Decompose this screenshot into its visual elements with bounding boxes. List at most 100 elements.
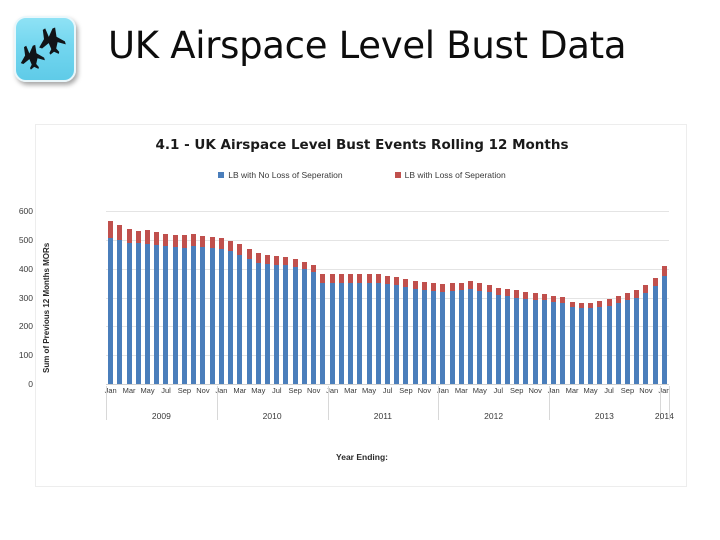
bar-column [117, 224, 123, 384]
bar-column [412, 281, 418, 384]
bar-segment-no-loss [366, 282, 372, 384]
bar-column [643, 285, 649, 384]
bar-segment-no-loss [348, 282, 354, 384]
legend-swatch-blue [218, 172, 225, 178]
bar-segment-loss [569, 301, 575, 307]
bar-column [348, 274, 354, 384]
x-axis-month-label: May [583, 386, 598, 395]
bar-segment-no-loss [431, 291, 437, 384]
y-axis-tick-label: 0 [28, 379, 33, 389]
bar-segment-loss [163, 233, 169, 247]
gridline [106, 211, 669, 212]
bar-segment-loss [532, 292, 538, 300]
bar-segment-no-loss [560, 302, 566, 384]
bar-column [403, 279, 409, 384]
bar-segment-no-loss [126, 242, 132, 384]
bar-column [551, 295, 557, 384]
x-axis-month-label: Nov [639, 386, 653, 395]
bar-column [283, 257, 289, 384]
bar-segment-no-loss [523, 298, 529, 384]
bar-segment-no-loss [181, 247, 187, 384]
bar-segment-no-loss [597, 307, 603, 384]
y-axis-tick-label: 200 [18, 321, 33, 332]
x-axis-month-label: Mar [233, 386, 247, 395]
bar-segment-loss [504, 288, 510, 296]
bar-segment-loss [440, 284, 446, 293]
slide-header: UK Airspace Level Bust Data [0, 0, 720, 112]
x-axis-month-label: Jan [658, 386, 671, 395]
bar-segment-loss [468, 281, 474, 289]
x-axis-month-label: Mar [344, 386, 358, 395]
bar-column [246, 249, 252, 384]
bar-segment-loss [606, 299, 612, 306]
bar-segment-loss [560, 296, 566, 303]
bar-column [338, 274, 344, 384]
bar-segment-no-loss [514, 297, 520, 384]
bar-segment-loss [246, 249, 252, 260]
bar-column [301, 261, 307, 384]
x-axis-month-label: Jul [604, 386, 614, 395]
year-separator [106, 386, 107, 420]
bar-segment-no-loss [394, 285, 400, 384]
x-axis-year-label: 2009 [151, 411, 171, 421]
x-axis-month-label: Jan [215, 386, 228, 395]
bar-segment-loss [385, 275, 390, 285]
x-axis-month-label: Nov [196, 386, 210, 395]
x-axis-line [106, 384, 669, 385]
bar-segment-no-loss [541, 300, 547, 384]
bar-segment-no-loss [403, 287, 409, 384]
x-axis-month-label: Jan [547, 386, 560, 395]
bar-column [311, 264, 317, 384]
y-axis-tick-label: 400 [18, 263, 33, 274]
bar-column [532, 292, 538, 384]
bar-segment-loss [135, 230, 141, 244]
bar-segment-no-loss [615, 303, 621, 384]
bar-column [218, 238, 224, 384]
gridline [106, 268, 669, 270]
bar-segment-no-loss [504, 295, 510, 384]
bar-segment-no-loss [329, 283, 335, 384]
bar-segment-loss [661, 265, 667, 276]
x-axis-year-label: 2013 [594, 411, 614, 421]
bar-segment-no-loss [606, 305, 612, 384]
bar-segment-loss [265, 254, 271, 265]
y-axis-tick-label: 300 [18, 292, 33, 303]
year-separator [669, 386, 670, 420]
x-axis-year-label: 2012 [484, 411, 504, 421]
bar-segment-no-loss [255, 262, 261, 384]
bar-column [145, 229, 151, 384]
bar-segment-no-loss [209, 248, 215, 384]
bar-segment-no-loss [412, 288, 418, 384]
bar-segment-no-loss [440, 292, 446, 384]
bar-column [135, 230, 141, 384]
bar-segment-no-loss [652, 285, 658, 384]
bar-segment-no-loss [301, 269, 307, 384]
x-axis-year-label: 2011 [373, 411, 393, 421]
x-axis-month-label: Jul [271, 386, 282, 395]
x-axis-month-label: Jan [436, 386, 449, 395]
bar-segment-no-loss [421, 290, 427, 384]
y-axis-tick-label: 600 [18, 206, 33, 216]
bar-segment-no-loss [237, 254, 243, 384]
bar-segment-loss [624, 293, 630, 301]
bar-column [357, 274, 363, 384]
bar-segment-loss [209, 236, 215, 249]
x-axis-month-label: Mar [454, 386, 468, 395]
bar-segment-no-loss [532, 299, 538, 384]
bar-segment-loss [154, 232, 160, 246]
legend-label-no-loss: LB with No Loss of Seperation [228, 170, 343, 180]
bar-column [237, 244, 243, 384]
bar-segment-loss [283, 257, 289, 266]
bar-column [569, 301, 575, 384]
bar-column [366, 273, 372, 384]
bar-segment-loss [486, 284, 492, 292]
bar-segment-loss [357, 274, 363, 284]
bar-segment-no-loss [588, 308, 594, 384]
bar-segment-no-loss [265, 264, 271, 384]
bar-segment-no-loss [458, 290, 464, 384]
bar-segment-loss [126, 228, 132, 243]
gridline [106, 239, 669, 241]
bar-segment-no-loss [338, 282, 344, 384]
bar-segment-no-loss [108, 238, 114, 384]
chart-legend: LB with No Loss of Seperation LB with Lo… [36, 170, 688, 180]
